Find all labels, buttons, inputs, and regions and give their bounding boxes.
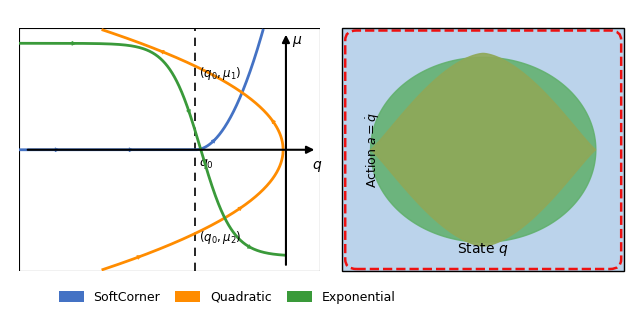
Legend: SoftCorner, Quadratic, Exponential: SoftCorner, Quadratic, Exponential <box>54 286 401 309</box>
Text: $(q_0, \mu_1)$: $(q_0, \mu_1)$ <box>199 65 241 82</box>
Text: $\mu$: $\mu$ <box>292 34 302 49</box>
Text: State $q$: State $q$ <box>458 241 509 258</box>
Text: $q$: $q$ <box>312 159 323 174</box>
Text: Action $a = \dot{q}$: Action $a = \dot{q}$ <box>365 112 382 188</box>
FancyBboxPatch shape <box>331 21 636 279</box>
Polygon shape <box>371 57 596 242</box>
Polygon shape <box>371 53 596 246</box>
Text: $(q_0, \mu_2)$: $(q_0, \mu_2)$ <box>199 229 241 246</box>
Text: $q_0$: $q_0$ <box>198 157 214 171</box>
